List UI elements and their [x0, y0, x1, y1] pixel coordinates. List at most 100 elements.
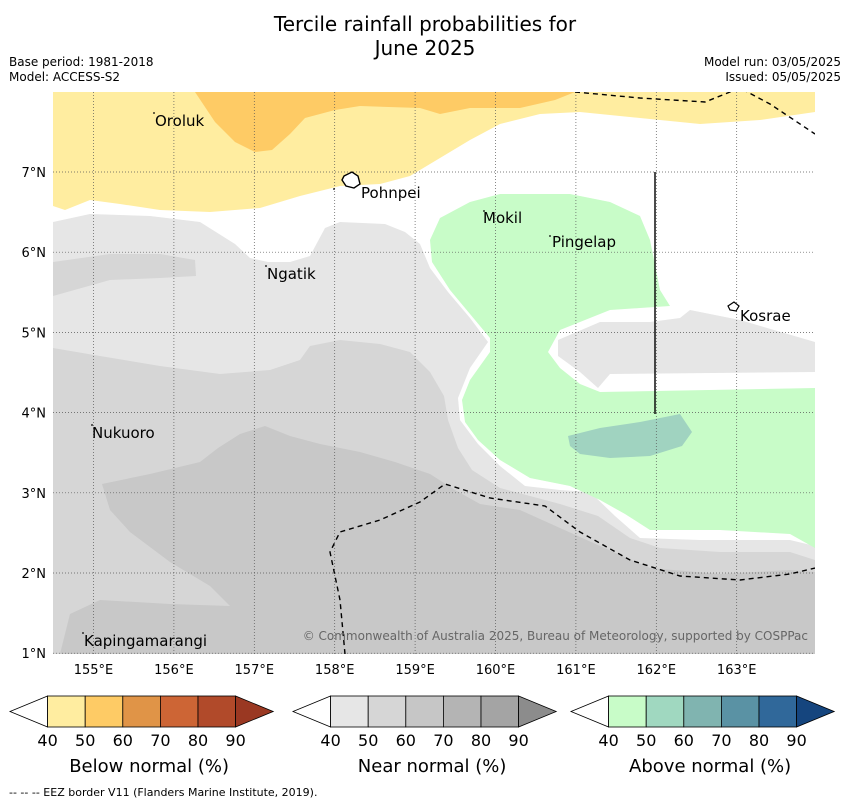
map-regions	[53, 92, 815, 654]
colorbar-tick-label: 70	[433, 731, 453, 750]
colorbar-tick-label: 80	[188, 731, 208, 750]
graticule	[53, 92, 815, 654]
meta-left: Base period: 1981-2018 Model: ACCESS-S2	[9, 55, 154, 85]
colorbar-title: Near normal (%)	[358, 756, 507, 777]
longitude-label: 157°E	[235, 663, 275, 678]
below-normal-colorbar: 40 50 60 70 80 90 Below normal (%)	[8, 695, 275, 777]
colorbar-segment	[122, 695, 161, 728]
colorbar-tick-label: 80	[749, 731, 769, 750]
place-label-kosrae: Kosrae	[740, 307, 791, 325]
colorbar-tick-label: 60	[113, 731, 133, 750]
base-period: Base period: 1981-2018	[9, 55, 154, 69]
eez-footnote: -- -- -- EEZ border V11 (Flanders Marine…	[9, 786, 318, 799]
colorbar-segment	[480, 695, 519, 728]
colorbar-tick-label: 90	[508, 731, 528, 750]
colorbar-segment	[84, 695, 124, 728]
title-line-2: June 2025	[374, 36, 476, 60]
longitude-label: 155°E	[74, 663, 114, 678]
place-label-pohnpei: Pohnpei	[361, 184, 421, 202]
above-normal-colorbar: 40 50 60 70 80 90 Above normal (%)	[569, 695, 836, 777]
latitude-label: 5°N	[22, 326, 47, 341]
longitude-label: 158°E	[315, 663, 355, 678]
colorbar-segment	[330, 695, 369, 728]
place-label-nukuoro: Nukuoro	[92, 424, 155, 442]
colorbar-tick-label: 40	[37, 731, 57, 750]
colorbar-segment	[47, 695, 86, 728]
below-normal-50-60-region	[195, 92, 575, 152]
place-label-kapingamarangi: Kapingamarangi	[84, 632, 207, 650]
colorbar-segment	[645, 695, 685, 728]
colorbar-segment	[683, 695, 722, 728]
latitude-labels: 7°N 6°N 5°N 4°N 3°N 2°N 1°N	[22, 166, 47, 662]
colorbar-low-extension	[569, 695, 609, 728]
colorbar-tick-label: 70	[711, 731, 731, 750]
colorbar-tick-label: 50	[75, 731, 95, 750]
map-title: Tercile rainfall probabilities for June …	[0, 12, 850, 60]
colorbar-tick-label: 40	[598, 731, 618, 750]
colorbar-title: Above normal (%)	[629, 756, 791, 777]
colorbar-segment	[367, 695, 407, 728]
longitude-label: 162°E	[637, 663, 677, 678]
oroluk-marker	[153, 112, 155, 114]
colorbar-high-extension	[235, 695, 275, 728]
colorbar-low-extension	[291, 695, 332, 728]
colorbar-tick-label: 50	[358, 731, 378, 750]
latitude-label: 3°N	[22, 487, 47, 502]
longitude-label: 161°E	[556, 663, 596, 678]
mokil-marker	[483, 210, 485, 212]
kosrae-island	[727, 301, 740, 312]
nukuoro-marker	[91, 424, 93, 426]
near-normal-east-region	[558, 310, 815, 388]
longitude-label: 156°E	[154, 663, 194, 678]
place-label-pingelap: Pingelap	[552, 233, 616, 251]
colorbar-tick-label: 50	[636, 731, 656, 750]
place-label-oroluk: Oroluk	[155, 112, 204, 130]
colorbar-segment	[758, 695, 797, 728]
longitude-label: 163°E	[717, 663, 757, 678]
colorbar-tick-label: 60	[674, 731, 694, 750]
colorbar-tick-label: 90	[786, 731, 806, 750]
near-normal-60-70-region	[60, 426, 815, 654]
colorbar-tick-label: 70	[150, 731, 170, 750]
colorbar-title: Below normal (%)	[69, 756, 229, 777]
meta-right: Model run: 03/05/2025 Issued: 05/05/2025	[704, 55, 841, 85]
colorbar-tick-label: 90	[225, 731, 245, 750]
colorbar-segment	[608, 695, 647, 728]
colorbar-legends: 40 50 60 70 80 90 Below normal (%) 40 50 60 70 80 90…	[8, 695, 836, 777]
colorbar-low-extension	[8, 695, 48, 728]
place-label-ngatik: Ngatik	[267, 265, 316, 283]
model-name: Model: ACCESS-S2	[9, 70, 121, 84]
eez-border-north	[574, 92, 815, 135]
longitude-label: 159°E	[395, 663, 435, 678]
colorbar-high-extension	[518, 695, 558, 728]
latitude-label: 1°N	[22, 647, 47, 662]
pohnpei-island	[341, 171, 361, 189]
colorbar-tick-label: 60	[396, 731, 416, 750]
pingelap-marker	[549, 235, 551, 237]
longitude-labels: 155°E 156°E 157°E 158°E 159°E 160°E 161°E 162°E…	[74, 663, 757, 678]
kapingamarangi-marker	[82, 632, 84, 634]
place-label-mokil: Mokil	[483, 209, 522, 227]
colorbar-tick-label: 80	[471, 731, 491, 750]
copyright-notice: © Commonwealth of Australia 2025, Bureau…	[303, 629, 808, 643]
colorbar-segment	[721, 695, 760, 728]
colorbar-high-extension	[796, 695, 836, 728]
colorbar-segment	[405, 695, 444, 728]
ngatik-marker	[265, 265, 267, 267]
colorbar-segment	[159, 695, 199, 728]
model-run: Model run: 03/05/2025	[703, 55, 841, 69]
above-normal-50-60-region	[568, 414, 692, 458]
longitude-label: 160°E	[476, 663, 516, 678]
latitude-label: 6°N	[22, 246, 47, 261]
colorbar-segment	[442, 695, 482, 728]
colorbar-tick-label: 40	[320, 731, 340, 750]
latitude-label: 4°N	[22, 407, 47, 422]
near-normal-50-60-region	[53, 254, 196, 296]
eez-border-south	[329, 483, 815, 654]
pohnpei-marker	[333, 188, 335, 190]
above-normal-40-50-region	[430, 194, 815, 548]
colorbar-segment	[197, 695, 236, 728]
title-line-1: Tercile rainfall probabilities for	[273, 12, 577, 36]
